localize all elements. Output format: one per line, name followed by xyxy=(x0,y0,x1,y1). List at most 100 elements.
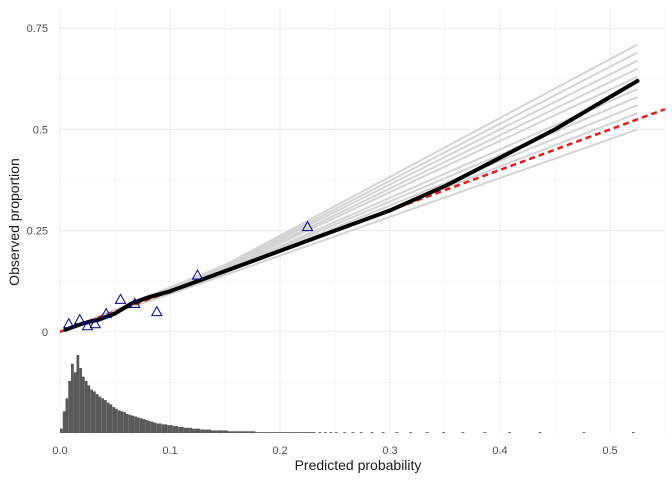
histogram-bar xyxy=(381,432,385,433)
histogram-bar xyxy=(302,432,305,433)
grouped-point xyxy=(89,317,102,329)
histogram-bar xyxy=(538,432,542,433)
histogram-bar xyxy=(137,417,140,433)
grouped-point xyxy=(191,269,204,280)
histogram-bar xyxy=(632,432,635,433)
histogram-bar xyxy=(244,431,247,433)
histogram xyxy=(60,355,635,433)
histogram-bar xyxy=(106,402,110,433)
calibration-curve-layer xyxy=(63,78,640,332)
histogram-bar xyxy=(293,432,297,433)
histogram-bar xyxy=(238,431,242,433)
histogram-bar xyxy=(95,394,99,433)
calibration-curve xyxy=(63,78,640,332)
histogram-bar xyxy=(310,432,313,433)
grouped-point xyxy=(73,313,86,325)
grouped-point xyxy=(81,319,94,331)
histogram-bar xyxy=(285,432,289,433)
histogram-bar xyxy=(508,432,511,433)
y-axis-title: Observed proportion xyxy=(6,158,22,286)
histogram-bar xyxy=(167,425,170,433)
histogram-bar xyxy=(178,426,181,433)
histogram-bar xyxy=(90,389,93,433)
histogram-bar xyxy=(291,432,294,433)
histogram-bar xyxy=(247,431,250,433)
histogram-bar xyxy=(148,420,151,433)
histogram-bar xyxy=(161,424,165,433)
histogram-bar xyxy=(288,432,291,433)
histogram-bar xyxy=(343,432,346,433)
histogram-bar xyxy=(296,432,300,433)
grid xyxy=(59,8,666,433)
grouped-point xyxy=(100,307,113,319)
histogram-bar xyxy=(98,396,102,433)
histogram-bar xyxy=(260,432,264,433)
histogram-bar xyxy=(117,410,121,433)
histogram-bar xyxy=(142,419,146,433)
bootstrap-curve xyxy=(65,67,638,331)
histogram-bar xyxy=(139,418,143,433)
y-tick-label: 0 xyxy=(42,327,48,339)
histogram-bar xyxy=(192,428,195,433)
y-tick-label: 0.5 xyxy=(33,124,48,136)
x-tick-label: 0.4 xyxy=(492,445,507,457)
histogram-bar xyxy=(205,429,209,433)
histogram-bar xyxy=(282,432,286,433)
histogram-bar xyxy=(115,408,118,433)
histogram-bar xyxy=(128,414,132,433)
histogram-bar xyxy=(299,432,302,433)
histogram-bar xyxy=(208,429,212,433)
histogram-bar xyxy=(156,423,159,433)
histogram-bar xyxy=(150,421,154,433)
histogram-bar xyxy=(214,430,217,433)
histogram-bar xyxy=(222,430,225,433)
y-tick-label: 0.25 xyxy=(27,226,48,238)
histogram-bar xyxy=(109,404,113,433)
x-axis-ticks: 0.0 0.1 0.2 0.3 0.4 0.5 xyxy=(52,445,617,457)
histogram-bar xyxy=(87,385,91,433)
histogram-bar xyxy=(277,432,280,433)
histogram-bar xyxy=(269,432,272,433)
histogram-bar xyxy=(280,432,283,433)
y-tick-label: 0.75 xyxy=(27,23,48,35)
histogram-bar xyxy=(197,428,201,433)
histogram-bar xyxy=(73,372,77,433)
histogram-bar xyxy=(249,431,253,433)
histogram-bar xyxy=(351,432,355,433)
histogram-bar xyxy=(62,411,66,433)
histogram-bar xyxy=(159,423,162,433)
grouped-points xyxy=(62,220,314,331)
histogram-bar xyxy=(219,430,223,433)
histogram-bar xyxy=(233,431,236,433)
histogram-bar xyxy=(483,432,487,433)
histogram-bar xyxy=(183,427,187,433)
histogram-bar xyxy=(189,427,192,433)
histogram-bar xyxy=(225,430,228,433)
grouped-point xyxy=(301,220,314,232)
grouped-point xyxy=(114,293,127,304)
histogram-bar xyxy=(230,431,234,433)
histogram-bar xyxy=(145,420,148,433)
histogram-bar xyxy=(181,426,184,433)
histogram-bar xyxy=(126,413,129,433)
histogram-bar xyxy=(461,432,465,433)
histogram-bar xyxy=(241,431,245,433)
histogram-bar xyxy=(582,432,586,433)
histogram-bar xyxy=(274,432,278,433)
histogram-bar xyxy=(252,431,256,433)
y-axis-ticks: 0 0.25 0.5 0.75 xyxy=(27,23,48,339)
histogram-bar xyxy=(266,432,269,433)
histogram-bar xyxy=(409,432,412,433)
histogram-bar xyxy=(120,411,124,433)
bootstrap-curve xyxy=(65,51,638,331)
histogram-bar xyxy=(329,432,333,433)
histogram-bar xyxy=(425,432,429,433)
histogram-bar xyxy=(359,432,363,433)
histogram-bar xyxy=(79,368,82,433)
histogram-bar xyxy=(112,407,115,433)
grouped-point xyxy=(128,297,141,308)
histogram-bar xyxy=(134,416,137,433)
histogram-bar xyxy=(82,376,85,433)
histogram-bar xyxy=(194,428,198,433)
histogram-bar xyxy=(263,432,267,433)
